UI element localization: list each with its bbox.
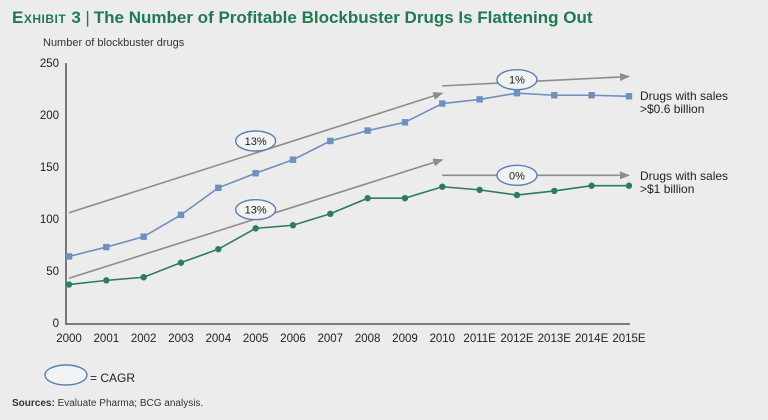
y-tick-label: 0 <box>53 318 59 330</box>
data-point-circle <box>289 222 297 229</box>
data-point-square <box>476 96 483 103</box>
x-tick-label: 2000 <box>56 333 82 345</box>
x-tick-label: 2006 <box>280 333 306 345</box>
data-point-circle <box>513 191 521 199</box>
data-point-circle <box>65 281 73 288</box>
cagr-ellipse <box>234 130 277 152</box>
data-point-square <box>327 137 334 145</box>
data-point-square <box>513 89 521 97</box>
data-point-square <box>289 156 297 163</box>
data-point-circle <box>215 245 222 253</box>
data-point-circle <box>103 277 110 284</box>
series-label-1-line1: Drugs with sales <box>640 169 728 183</box>
cagr-legend-label: = CAGR <box>90 371 136 385</box>
x-tick-label: 2011E <box>463 333 496 345</box>
y-tick-label: 150 <box>40 162 59 174</box>
chart-title: Exhibit 3 | The Number of Profitable Block… <box>12 8 593 28</box>
data-point-square <box>177 211 185 219</box>
data-point-circle <box>551 187 558 195</box>
data-point-square <box>65 253 73 260</box>
data-point-square <box>551 92 558 99</box>
x-tick-label: 2007 <box>318 333 344 345</box>
x-tick-label: 2008 <box>355 333 381 345</box>
data-point-square <box>215 184 222 191</box>
data-point-square <box>588 92 595 99</box>
sources-label: Sources: <box>12 398 55 409</box>
x-tick-label: 2001 <box>94 333 120 345</box>
exhibit-label: Exhibit 3 <box>12 8 82 27</box>
cagr-value-label: 13% <box>245 205 267 217</box>
data-point-square <box>625 93 633 100</box>
data-point-square <box>103 243 110 251</box>
data-point-circle <box>588 182 595 189</box>
series-label-1-line2: >$1 billion <box>640 182 694 196</box>
data-point-square <box>401 119 409 126</box>
series-label-0-6-line2: >$0.6 billion <box>640 102 704 116</box>
title-text: The Number of Profitable Blockbuster Dru… <box>93 8 593 27</box>
x-tick-label: 2003 <box>168 333 194 345</box>
data-point-circle <box>177 259 185 266</box>
x-tick-label: 2005 <box>243 333 269 345</box>
cagr-value-label: 13% <box>245 136 267 148</box>
series-line <box>68 92 629 258</box>
cagr-value-label: 1% <box>509 75 525 87</box>
title-separator: | <box>85 8 90 27</box>
cagr-ellipse <box>496 164 538 187</box>
cagr-ellipse <box>496 68 538 91</box>
x-tick-label: 2004 <box>206 333 232 345</box>
cagr-ellipse <box>234 198 277 221</box>
data-point-circle <box>364 195 371 202</box>
data-point-circle <box>327 210 334 217</box>
data-point-square <box>140 233 147 240</box>
sources-note: Sources: Evaluate Pharma; BCG analysis. <box>12 398 203 409</box>
y-axis-label: Number of blockbuster drugs <box>43 37 185 49</box>
data-point-square <box>364 127 371 134</box>
series-label-0-6-line1: Drugs with sales <box>640 89 728 103</box>
data-point-circle <box>439 183 446 190</box>
x-tick-label: 2014E <box>575 333 609 345</box>
series-line <box>68 184 629 286</box>
data-point-circle <box>252 225 259 232</box>
data-point-square <box>439 100 446 107</box>
cagr-value-label: 0% <box>509 170 525 182</box>
x-tick-label: 2012E <box>500 333 534 345</box>
y-tick-label: 50 <box>46 266 59 278</box>
cagr-trend-arrow <box>68 92 444 214</box>
x-tick-label: 2002 <box>131 333 157 345</box>
sources-text: Evaluate Pharma; BCG analysis. <box>57 398 204 409</box>
x-tick-label: 2009 <box>392 333 418 345</box>
x-tick-label: 2010 <box>430 333 456 345</box>
y-tick-label: 250 <box>40 58 59 70</box>
data-point-circle <box>401 195 409 202</box>
x-tick-label: 2015E <box>612 333 646 345</box>
y-tick-label: 200 <box>40 110 59 122</box>
data-point-circle <box>140 274 147 281</box>
data-point-square <box>252 170 259 177</box>
data-point-circle <box>625 182 633 189</box>
y-tick-label: 100 <box>40 214 59 226</box>
cagr-legend-ellipse <box>44 364 88 386</box>
x-tick-label: 2013E <box>538 333 572 345</box>
data-point-circle <box>476 186 483 194</box>
